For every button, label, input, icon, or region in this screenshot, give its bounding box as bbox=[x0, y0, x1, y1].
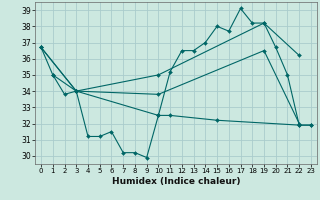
X-axis label: Humidex (Indice chaleur): Humidex (Indice chaleur) bbox=[112, 177, 240, 186]
